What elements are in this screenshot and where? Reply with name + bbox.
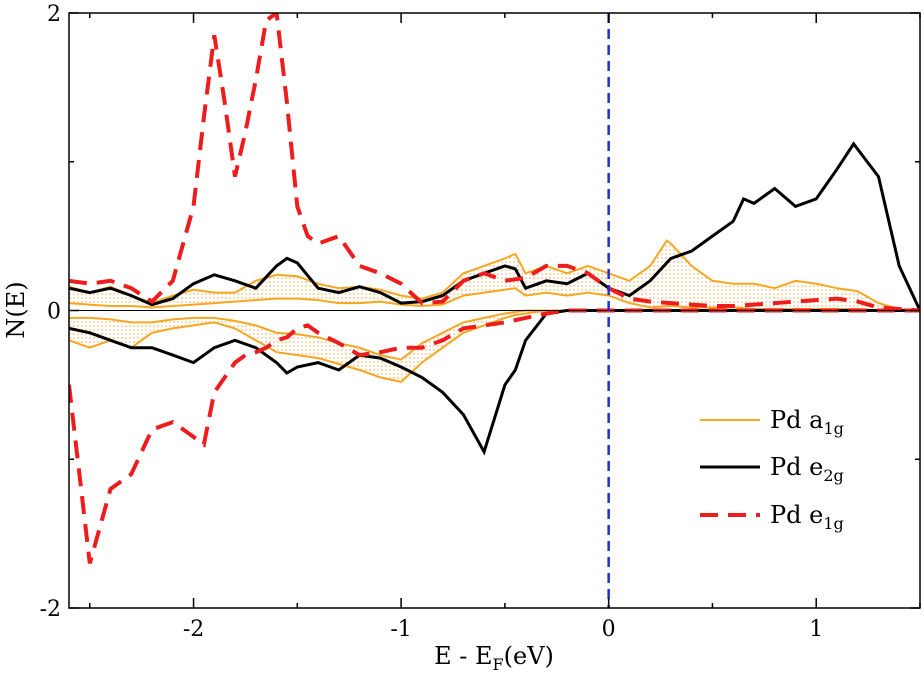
x-axis-title-tail: (eV)	[504, 642, 554, 670]
legend-label-e1g: Pd e1g	[770, 501, 844, 533]
legend-label-a1g-sub: 1g	[823, 419, 843, 438]
e1g-line-spin-down	[69, 308, 920, 564]
legend-label-e2g-sub: 2g	[823, 466, 843, 485]
x-tick-label: -1	[390, 617, 411, 642]
a1g-line-spin-up	[69, 239, 920, 312]
legend-label-e1g-main: Pd e	[770, 501, 823, 529]
x-axis-title: E - EF(eV)	[434, 642, 554, 674]
y-tick-label: 2	[47, 2, 61, 27]
x-tick-label: 1	[809, 617, 823, 642]
x-tick-label: 0	[602, 617, 616, 642]
x-tick-label: -2	[183, 617, 204, 642]
legend: Pd a1g Pd e2g Pd e1g	[700, 406, 844, 533]
y-tick-label: -2	[40, 597, 61, 622]
legend-label-a1g-main: Pd a	[770, 406, 823, 434]
x-axis-title-sub: F	[493, 655, 504, 674]
legend-label-a1g: Pd a1g	[770, 406, 844, 438]
legend-label-e2g-main: Pd e	[770, 453, 823, 481]
x-axis-title-main: E - E	[434, 642, 492, 670]
y-axis-title: N(E)	[2, 281, 30, 338]
axis-ticks: -2 -1 0 1 -2 0 2	[40, 2, 921, 642]
legend-label-e1g-sub: 1g	[823, 514, 843, 533]
legend-label-e2g: Pd e2g	[770, 453, 844, 485]
e1g-line-spin-up	[69, 13, 920, 313]
y-tick-label: 0	[47, 300, 61, 325]
e2g-line-spin-up	[69, 141, 920, 312]
series-layer	[69, 13, 920, 564]
